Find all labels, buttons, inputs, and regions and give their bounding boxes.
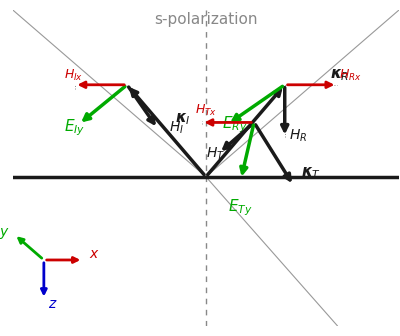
Text: $H_T$: $H_T$ bbox=[206, 145, 225, 162]
Text: $E_{Ry}$: $E_{Ry}$ bbox=[222, 115, 247, 135]
Text: $H_{Tx}$: $H_{Tx}$ bbox=[195, 103, 217, 118]
Text: $z$: $z$ bbox=[48, 297, 58, 311]
Text: $E_{Ty}$: $E_{Ty}$ bbox=[228, 198, 252, 218]
Text: $x$: $x$ bbox=[88, 247, 99, 261]
Text: $\boldsymbol{\kappa}_I$: $\boldsymbol{\kappa}_I$ bbox=[175, 112, 191, 127]
Text: $H_{Ix}$: $H_{Ix}$ bbox=[64, 68, 83, 83]
Text: $\boldsymbol{\kappa}_R$: $\boldsymbol{\kappa}_R$ bbox=[330, 68, 350, 83]
Text: $H_{Rx}$: $H_{Rx}$ bbox=[339, 68, 362, 83]
Text: $y$: $y$ bbox=[0, 226, 9, 241]
Text: $E_{Iy}$: $E_{Iy}$ bbox=[64, 117, 85, 138]
Text: s-polarization: s-polarization bbox=[154, 12, 258, 27]
Text: $H_R$: $H_R$ bbox=[289, 128, 308, 144]
Text: $H_I$: $H_I$ bbox=[169, 119, 184, 136]
Text: $\boldsymbol{\kappa}_T$: $\boldsymbol{\kappa}_T$ bbox=[300, 166, 321, 181]
